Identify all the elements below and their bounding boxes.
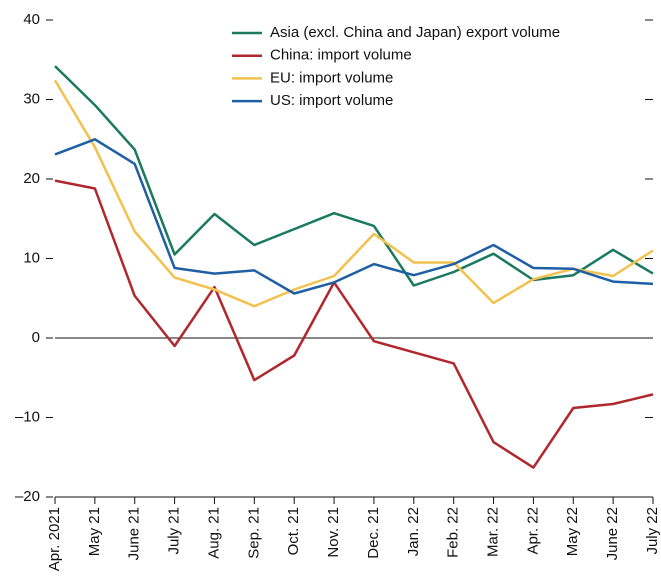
x-tick-label: June 22 (604, 507, 621, 560)
x-tick-label: Mar. 22 (485, 507, 502, 557)
x-tick-label: Sep. 21 (245, 507, 262, 559)
y-tick-label: –10 (15, 408, 40, 425)
legend-label: China: import volume (270, 47, 412, 64)
y-tick-label: –20 (15, 488, 40, 505)
x-tick-label: Jan. 22 (405, 507, 422, 556)
x-tick-label: Oct. 21 (285, 507, 302, 555)
x-tick-label: July 22 (644, 507, 661, 555)
x-tick-label: Nov. 21 (325, 507, 342, 558)
x-tick-label: May 21 (86, 507, 103, 556)
x-tick-label: June 21 (126, 507, 143, 560)
series-line (54, 179, 654, 469)
x-tick-label: May 22 (564, 507, 581, 556)
x-tick-label: July 21 (166, 507, 183, 555)
y-tick-label: 20 (23, 170, 40, 187)
legend-label: US: import volume (270, 92, 393, 109)
series-line (54, 138, 654, 295)
x-tick-label: Apr. 22 (524, 507, 541, 555)
series-line (53, 79, 654, 308)
legend-label: EU: import volume (270, 69, 393, 86)
x-tick-label: Aug. 21 (205, 507, 222, 559)
x-tick-label: Apr. 2021 (46, 507, 63, 571)
x-tick-label: Feb. 22 (445, 507, 462, 558)
y-tick-label: 0 (32, 329, 40, 346)
legend-label: Asia (excl. China and Japan) export volu… (270, 24, 560, 41)
x-tick-label: Dec. 21 (365, 507, 382, 559)
series-line (54, 65, 654, 287)
y-tick-label: 40 (23, 11, 40, 28)
y-tick-label: 10 (23, 249, 40, 266)
y-tick-label: 30 (23, 90, 40, 107)
